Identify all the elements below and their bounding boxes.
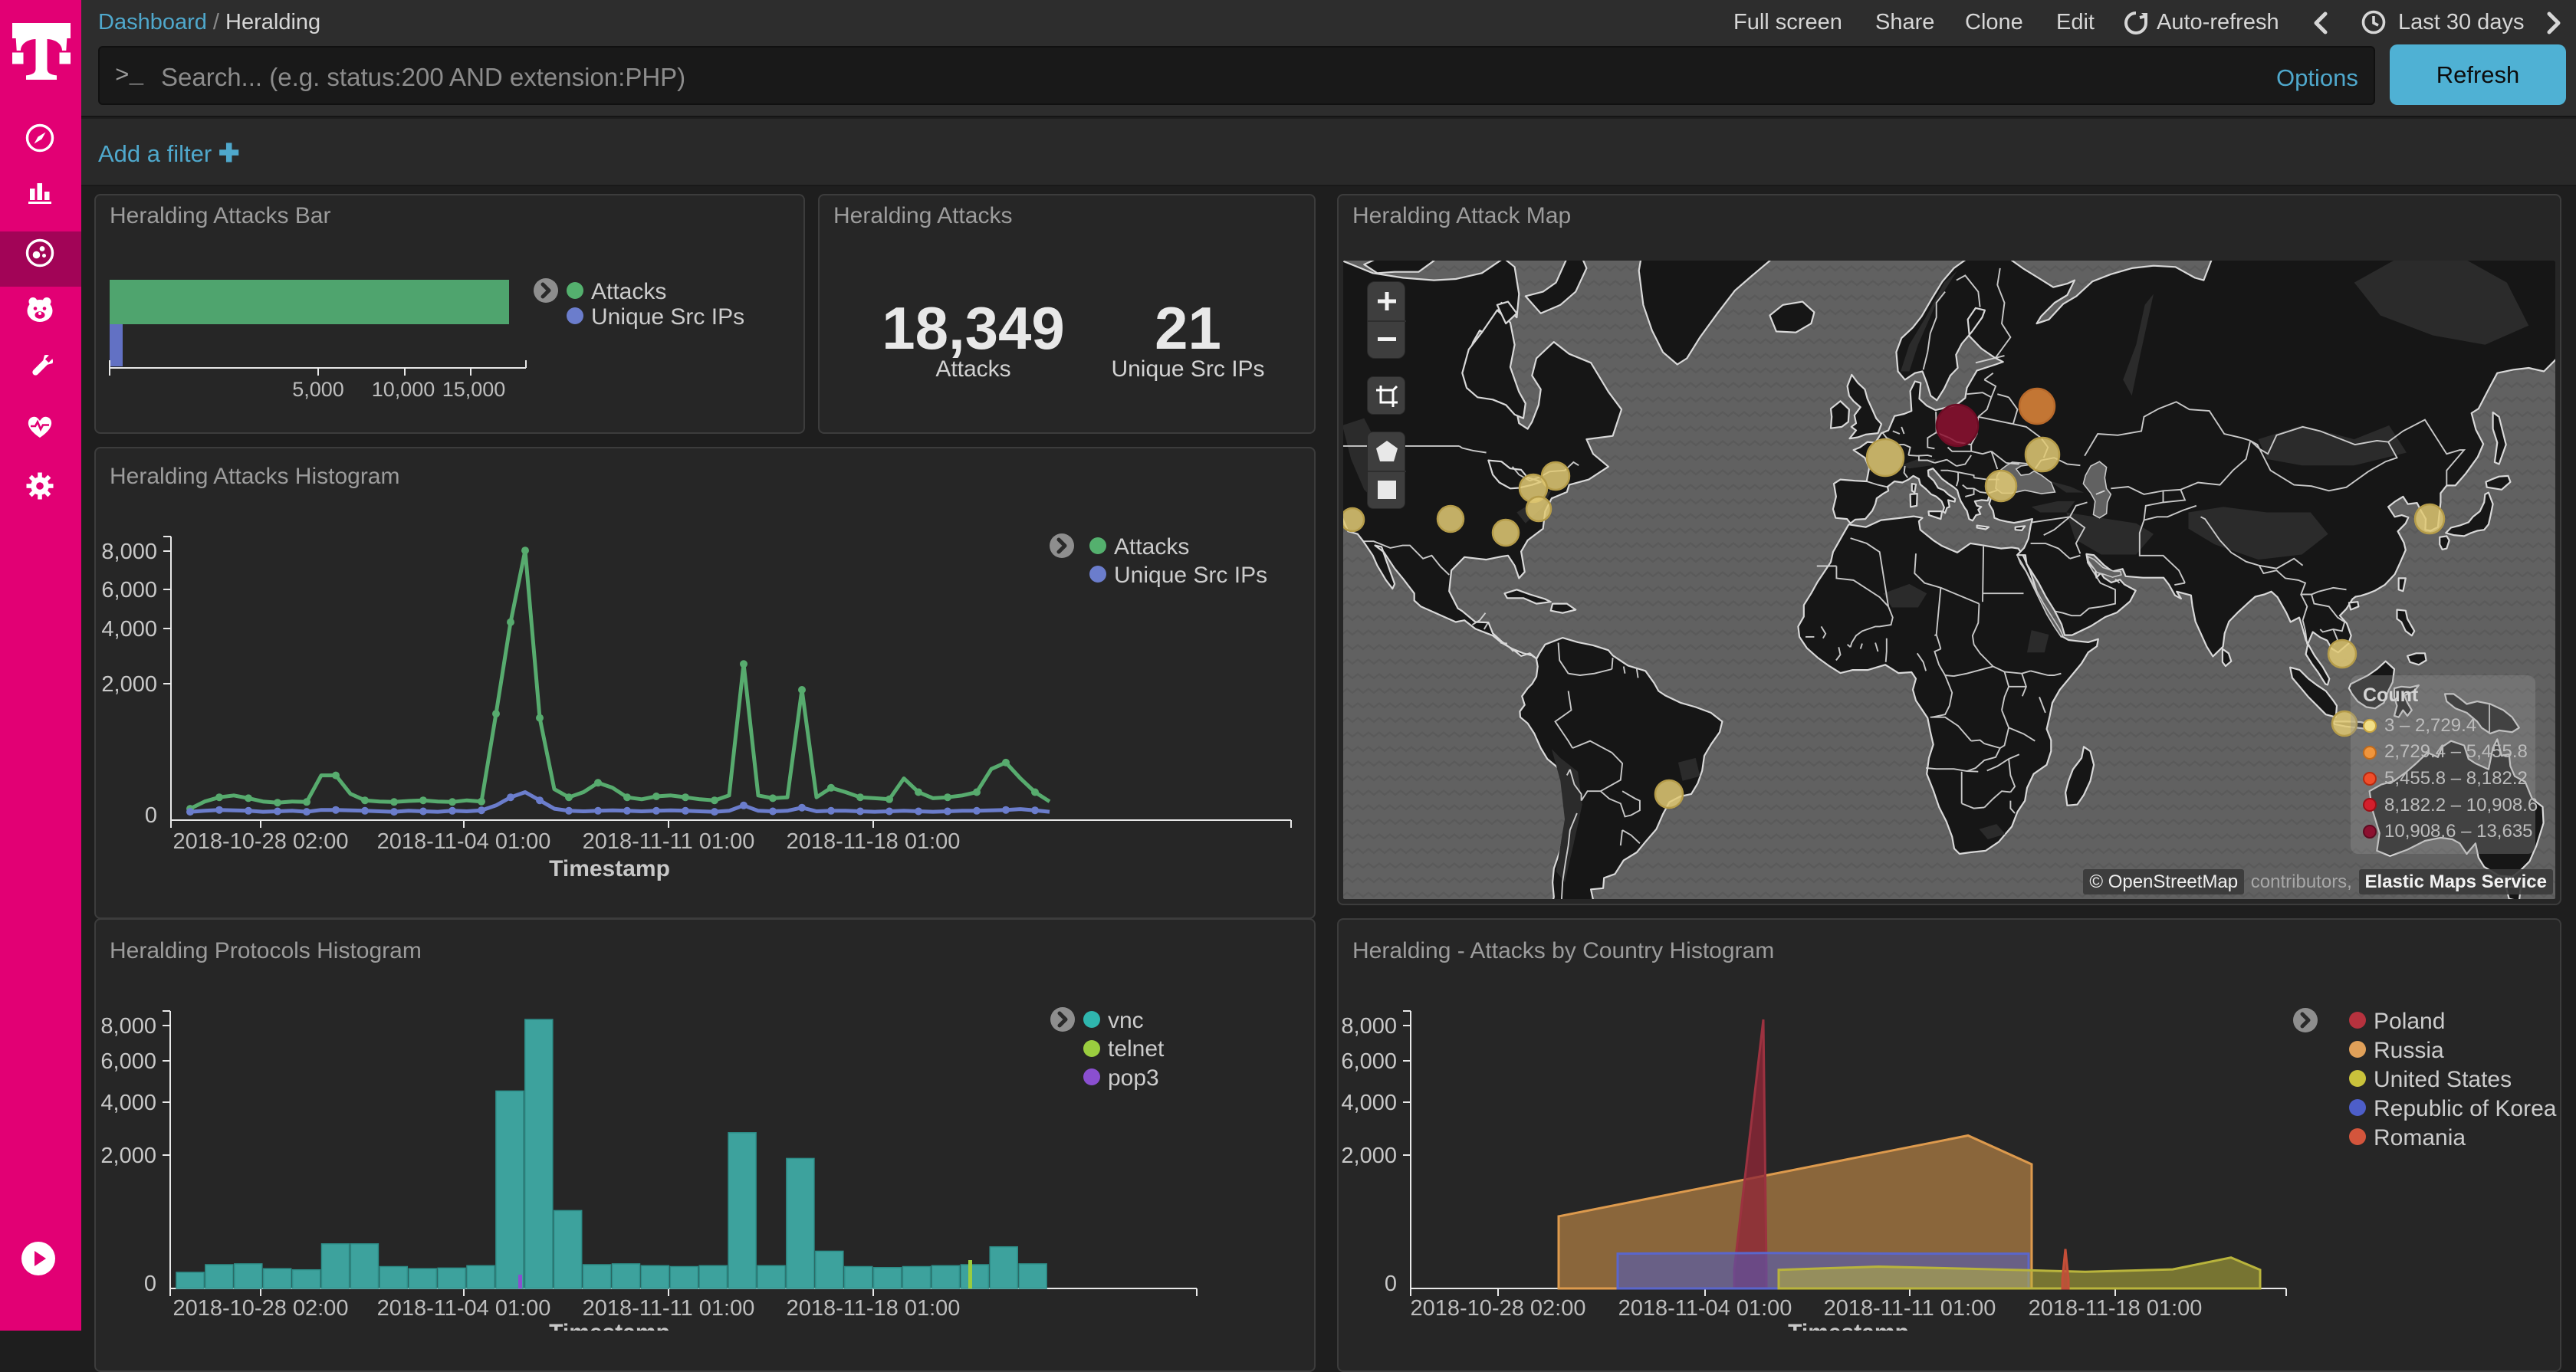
svg-text:2018-11-04 01:00: 2018-11-04 01:00	[1618, 1296, 1792, 1321]
svg-text:0: 0	[144, 1272, 156, 1296]
svg-text:telnet: telnet	[1108, 1036, 1165, 1062]
svg-text:6,000: 6,000	[100, 1049, 156, 1074]
svg-text:Poland: Poland	[2374, 1009, 2445, 1034]
svg-text:2018-11-04 01:00: 2018-11-04 01:00	[377, 829, 551, 854]
svg-text:2,000: 2,000	[100, 1144, 156, 1168]
svg-text:2018-10-28 02:00: 2018-10-28 02:00	[1411, 1296, 1586, 1321]
svg-text:Unique Src IPs: Unique Src IPs	[591, 304, 744, 330]
svg-text:2018-11-11 01:00: 2018-11-11 01:00	[583, 829, 755, 854]
svg-text:4,000: 4,000	[100, 1091, 156, 1115]
svg-text:Romania: Romania	[2374, 1125, 2466, 1150]
svg-text:8,000: 8,000	[1341, 1014, 1397, 1039]
svg-text:6,000: 6,000	[101, 578, 157, 602]
svg-text:United States: United States	[2374, 1067, 2512, 1092]
svg-text:15,000: 15,000	[442, 378, 506, 401]
svg-text:4,000: 4,000	[1341, 1091, 1397, 1115]
svg-text:2018-11-11 01:00: 2018-11-11 01:00	[583, 1296, 755, 1321]
svg-text:Timestamp: Timestamp	[1788, 1320, 1909, 1331]
svg-text:2018-10-28 02:00: 2018-10-28 02:00	[173, 829, 349, 854]
svg-text:8,000: 8,000	[100, 1014, 156, 1039]
svg-text:Russia: Russia	[2374, 1038, 2444, 1063]
svg-text:vnc: vnc	[1108, 1008, 1144, 1033]
svg-text:2018-11-18 01:00: 2018-11-18 01:00	[787, 1296, 961, 1321]
svg-text:2018-11-18 01:00: 2018-11-18 01:00	[787, 829, 961, 854]
svg-text:8,000: 8,000	[101, 540, 157, 564]
svg-text:Timestamp: Timestamp	[549, 1320, 670, 1331]
svg-text:Attacks: Attacks	[1114, 534, 1189, 560]
svg-text:2,000: 2,000	[101, 672, 157, 697]
svg-text:2018-11-04 01:00: 2018-11-04 01:00	[377, 1296, 551, 1321]
svg-text:5,000: 5,000	[292, 378, 344, 401]
svg-text:pop3: pop3	[1108, 1065, 1159, 1091]
svg-text:2018-11-11 01:00: 2018-11-11 01:00	[1824, 1296, 1996, 1321]
svg-text:2,000: 2,000	[1341, 1144, 1397, 1168]
svg-text:10,000: 10,000	[372, 378, 435, 401]
svg-text:Republic of Korea: Republic of Korea	[2374, 1096, 2557, 1121]
svg-text:2018-10-28 02:00: 2018-10-28 02:00	[173, 1296, 349, 1321]
svg-text:4,000: 4,000	[101, 617, 157, 642]
svg-text:Unique Src IPs: Unique Src IPs	[1114, 563, 1267, 588]
svg-text:Timestamp: Timestamp	[549, 856, 670, 881]
svg-text:0: 0	[1385, 1272, 1397, 1296]
svg-text:6,000: 6,000	[1341, 1049, 1397, 1074]
svg-text:2018-11-18 01:00: 2018-11-18 01:00	[2029, 1296, 2203, 1321]
svg-text:0: 0	[145, 803, 157, 828]
svg-text:Attacks: Attacks	[591, 279, 666, 304]
